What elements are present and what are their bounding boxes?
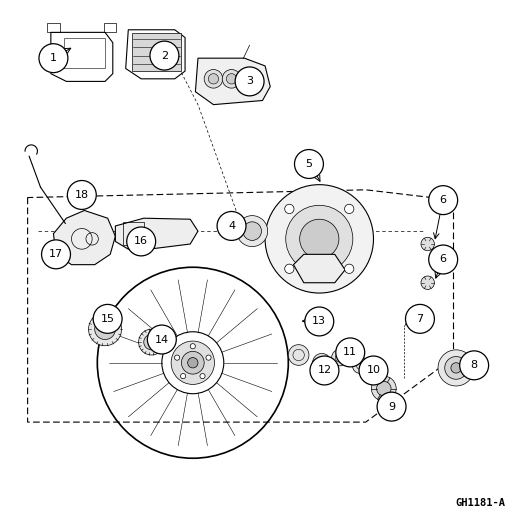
Polygon shape [293,254,345,283]
Circle shape [93,305,122,333]
Circle shape [239,70,258,88]
Circle shape [204,70,223,88]
Circle shape [421,237,434,251]
Circle shape [438,350,474,386]
Circle shape [226,74,237,84]
Circle shape [206,355,211,360]
Text: 6: 6 [439,195,447,205]
Circle shape [190,344,195,349]
Circle shape [286,206,353,272]
Circle shape [312,353,331,372]
Circle shape [208,74,218,84]
Circle shape [421,276,434,290]
Circle shape [41,240,70,269]
Circle shape [445,357,467,379]
Text: 18: 18 [75,190,89,200]
Text: 8: 8 [470,360,478,371]
Text: 13: 13 [312,317,326,326]
Circle shape [371,376,396,401]
Circle shape [336,338,365,367]
Text: 2: 2 [161,50,168,61]
Text: GH1181-A: GH1181-A [455,498,505,508]
Circle shape [344,204,354,213]
Text: 11: 11 [343,347,357,358]
Circle shape [181,374,186,379]
Text: 12: 12 [318,365,331,375]
Circle shape [344,264,354,274]
Text: 1: 1 [50,53,57,63]
Circle shape [222,70,241,88]
Circle shape [144,334,159,350]
Circle shape [127,227,155,256]
Text: 14: 14 [155,335,169,345]
Circle shape [139,329,164,355]
Circle shape [237,215,268,247]
Text: 9: 9 [388,402,395,412]
Circle shape [300,219,339,258]
Circle shape [376,381,391,396]
Text: 16: 16 [134,237,148,247]
Circle shape [187,358,198,368]
Polygon shape [54,211,116,265]
Polygon shape [195,58,270,105]
Circle shape [285,264,294,274]
Circle shape [377,392,406,421]
Circle shape [460,351,489,380]
Circle shape [174,355,180,360]
Circle shape [405,305,434,333]
Text: 7: 7 [416,314,424,324]
Circle shape [39,44,68,73]
Text: 6: 6 [439,254,447,265]
Circle shape [305,307,334,336]
Circle shape [332,349,348,366]
Text: 3: 3 [246,76,253,86]
Circle shape [295,149,323,179]
Circle shape [359,356,388,385]
Circle shape [451,363,461,373]
Circle shape [243,222,261,240]
Text: 15: 15 [101,314,114,324]
Circle shape [182,351,204,374]
Circle shape [94,319,116,339]
Text: 4: 4 [228,221,235,231]
Circle shape [429,186,458,214]
Circle shape [148,325,176,354]
Circle shape [217,211,246,240]
Polygon shape [132,33,181,71]
Polygon shape [116,218,198,249]
Circle shape [89,312,122,346]
Circle shape [265,185,373,293]
Circle shape [200,374,205,379]
Circle shape [67,181,96,210]
Circle shape [310,356,339,385]
Circle shape [352,357,369,374]
Circle shape [288,345,309,365]
Circle shape [244,74,254,84]
Text: 10: 10 [366,365,381,375]
Circle shape [171,341,215,385]
Text: 5: 5 [306,159,312,169]
Circle shape [235,67,264,96]
Text: 17: 17 [49,249,63,260]
Circle shape [285,204,294,213]
Circle shape [429,245,458,274]
Circle shape [150,41,179,70]
